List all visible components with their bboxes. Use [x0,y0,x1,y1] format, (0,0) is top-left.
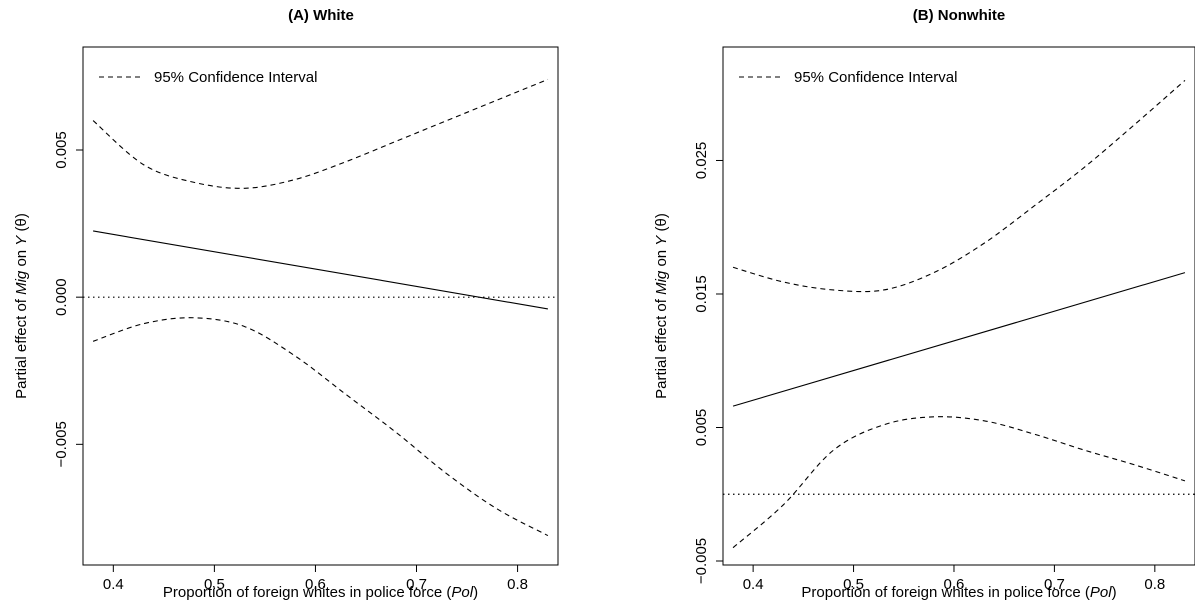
x-tick-label: 0.7 [1044,576,1065,593]
x-axis-label: Proportion of foreign whites in police f… [163,584,478,601]
y-tick-label: 0.005 [53,131,70,169]
legend: 95% Confidence Interval [739,69,957,86]
y-tick-label: 0.015 [693,275,710,313]
x-tick-label: 0.5 [843,576,864,593]
lower-ci-line [92,317,549,537]
estimate-line [93,230,548,310]
y-tick-label: −0.005 [693,538,710,584]
legend-label: 95% Confidence Interval [794,69,957,86]
chart-title: (B) Nonwhite [913,7,1005,24]
y-tick-label: 0.000 [53,278,70,316]
x-tick-label: 0.8 [1144,576,1165,593]
upper-ci-line [732,79,1186,293]
panel-nonwhite: (B) Nonwhite 0.4 0.5 0.6 0.7 0.8 −0.005 0.005 0.… [653,7,1195,601]
legend: 95% Confidence Interval [99,69,317,86]
plot-frame [722,46,1195,566]
y-tick-label: 0.025 [693,142,710,180]
chart-title: (A) White [288,7,354,24]
x-axis-label: Proportion of foreign whites in police f… [801,584,1116,601]
x-tick-label: 0.4 [743,576,764,593]
y-tick-label: 0.005 [693,409,710,447]
panel-white: (A) White 0.4 0.5 0.6 0.7 0.8 −0.005 0.000 0.005… [13,7,559,601]
y-axis-label: Partial effect of Mig on Y (θ) [13,213,30,399]
legend-label: 95% Confidence Interval [154,69,317,86]
x-tick-label: 0.5 [204,576,225,593]
x-tick-label: 0.7 [406,576,427,593]
x-tick-label: 0.6 [944,576,965,593]
y-tick-label: −0.005 [53,421,70,467]
plot-frame [82,46,559,566]
estimate-line [732,272,1186,407]
x-tick-label: 0.4 [103,576,124,593]
x-tick-label: 0.6 [305,576,326,593]
upper-ci-line [92,78,549,189]
lower-ci-line [732,416,1186,549]
x-tick-label: 0.8 [507,576,528,593]
y-axis-label: Partial effect of Mig on Y (θ) [653,213,670,399]
